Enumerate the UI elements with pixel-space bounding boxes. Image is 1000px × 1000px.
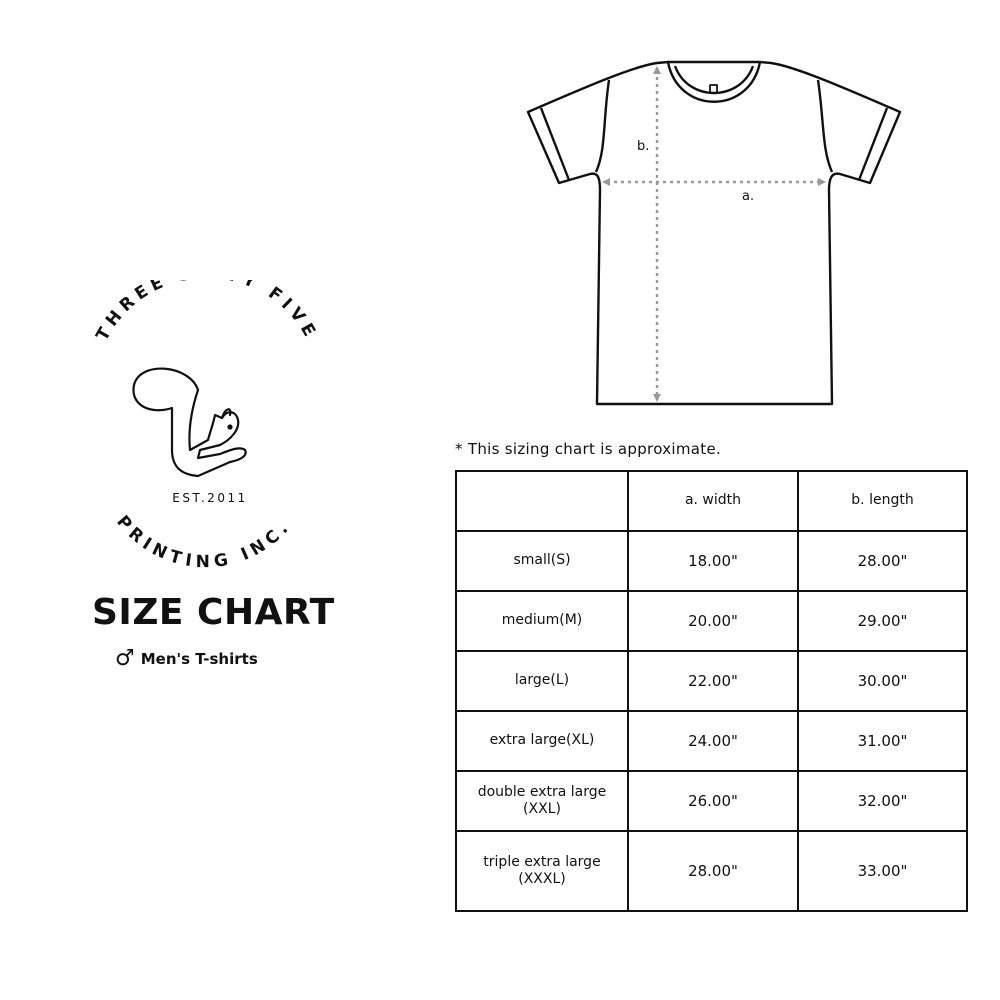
table-header-row: a. width b. length — [455, 470, 968, 532]
label-b: b. — [637, 139, 649, 154]
logo-established: EST.2011 — [172, 491, 247, 505]
size-cell: large(L) — [455, 650, 629, 712]
squirrel-icon — [132, 367, 247, 478]
table-row: medium(M) 20.00" 29.00" — [455, 590, 968, 652]
size-cell: medium(M) — [455, 590, 629, 652]
table-row: small(S) 18.00" 28.00" — [455, 530, 968, 592]
tshirt-diagram: b. a. — [526, 60, 902, 406]
table-row: double extra large (XXL) 26.00" 32.00" — [455, 770, 968, 832]
header-cell-length: b. length — [797, 470, 968, 532]
length-cell: 33.00" — [797, 830, 968, 912]
width-cell: 26.00" — [627, 770, 799, 832]
size-cell: double extra large (XXL) — [455, 770, 629, 832]
length-cell: 32.00" — [797, 770, 968, 832]
length-cell: 28.00" — [797, 530, 968, 592]
width-cell: 22.00" — [627, 650, 799, 712]
header-cell-width: a. width — [627, 470, 799, 532]
subtitle: ♂ Men's T-shirts — [115, 648, 258, 670]
length-cell: 30.00" — [797, 650, 968, 712]
table-row: large(L) 22.00" 30.00" — [455, 650, 968, 712]
length-cell: 31.00" — [797, 710, 968, 772]
subtitle-text: Men's T-shirts — [140, 650, 258, 668]
tshirt-outline — [526, 60, 902, 406]
size-cell: extra large(XL) — [455, 710, 629, 772]
header-cell-blank — [455, 470, 629, 532]
approximate-note: * This sizing chart is approximate. — [455, 440, 722, 458]
length-cell: 29.00" — [797, 590, 968, 652]
logo-bottom-text: PRINTING INC. — [112, 512, 290, 570]
size-table: a. width b. length small(S) 18.00" 28.00… — [455, 470, 968, 912]
page-title: SIZE CHART — [92, 592, 335, 633]
label-a: a. — [742, 189, 754, 204]
width-cell: 28.00" — [627, 830, 799, 912]
width-cell: 24.00" — [627, 710, 799, 772]
table-row: triple extra large (XXXL) 28.00" 33.00" — [455, 830, 968, 912]
width-cell: 18.00" — [627, 530, 799, 592]
collar — [666, 60, 762, 103]
size-cell: small(S) — [455, 530, 629, 592]
male-symbol-icon: ♂ — [115, 646, 135, 671]
table-row: extra large(XL) 24.00" 31.00" — [455, 710, 968, 772]
size-cell: triple extra large (XXXL) — [455, 830, 629, 912]
svg-text:PRINTING INC.: PRINTING INC. — [112, 512, 295, 570]
width-cell: 20.00" — [627, 590, 799, 652]
company-logo: THREE SIXTY FIVE PRINTING INC. EST.2011 — [92, 280, 316, 570]
